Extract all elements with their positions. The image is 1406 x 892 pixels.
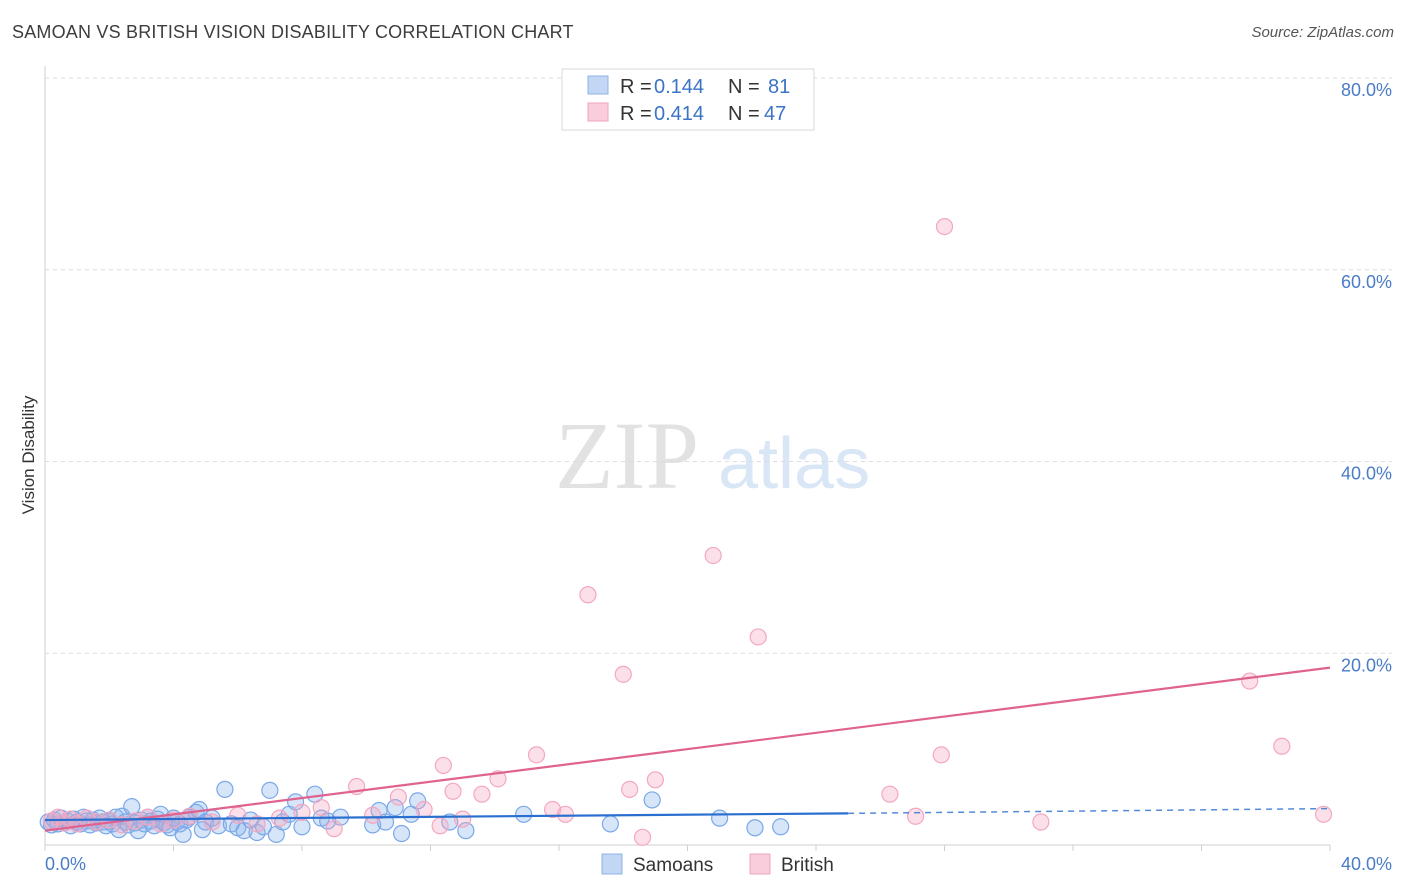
- legend-n-value-samoans: 81: [768, 76, 790, 98]
- axes: [44, 66, 1331, 851]
- point-british-36: [621, 780, 639, 798]
- legend-swatch-samoans: [587, 75, 609, 95]
- y-axis-label: Vision Disability: [19, 395, 38, 514]
- chart-title: SAMOAN VS BRITISH VISION DISABILITY CORR…: [12, 22, 574, 42]
- point-british-43: [935, 218, 954, 236]
- legend-n-label-samoans: N =: [728, 76, 760, 98]
- point-british-28: [454, 810, 472, 828]
- bottom-legend-swatch-british: [749, 853, 771, 875]
- point-british-31: [527, 746, 546, 764]
- point-british-19: [312, 799, 330, 817]
- legend-r-value-british: 0.414: [654, 103, 704, 125]
- y-tick-label-2: 60.0%: [1341, 272, 1392, 292]
- y-tick-label-1: 40.0%: [1341, 464, 1392, 484]
- point-british-1: [49, 808, 67, 826]
- point-samoans-71: [386, 799, 404, 817]
- point-british-48: [1314, 805, 1333, 823]
- point-british-46: [1241, 672, 1259, 690]
- point-samoans-28: [129, 822, 147, 840]
- point-british-34: [579, 586, 597, 604]
- point-british-47: [1273, 737, 1291, 755]
- point-british-23: [389, 788, 407, 806]
- point-samoans-80: [711, 809, 729, 827]
- watermark-atlas: atlas: [718, 424, 870, 504]
- x-tick-label-1: 40.0%: [1341, 854, 1392, 874]
- legend-r-label-samoans: R =: [620, 76, 652, 98]
- x-tick-label-0: 0.0%: [45, 854, 86, 874]
- point-british-40: [749, 628, 767, 646]
- point-british-27: [444, 782, 462, 800]
- point-british-38: [646, 771, 664, 789]
- trend-line-samoans: [44, 812, 849, 822]
- series-british: [42, 218, 1333, 846]
- legend-n-value-british: 47: [764, 103, 786, 125]
- point-british-15: [229, 806, 247, 824]
- point-samoans-42: [174, 825, 192, 844]
- y-tick-labels: 20.0% 40.0% 60.0% 80.0%: [1341, 80, 1392, 675]
- point-samoans-79: [643, 791, 661, 809]
- point-british-20: [325, 820, 343, 838]
- y-tick-label-0: 20.0%: [1341, 655, 1392, 675]
- point-british-22: [364, 806, 382, 824]
- point-british-30: [489, 770, 507, 788]
- point-samoans-75: [441, 813, 459, 831]
- point-samoans-58: [261, 781, 279, 799]
- point-british-35: [614, 665, 632, 683]
- grid-lines: [45, 77, 1392, 654]
- bottom-legend-swatch-samoans: [601, 853, 623, 875]
- bottom-legend-label-samoans: Samoans: [633, 855, 713, 876]
- point-british-45: [1032, 813, 1050, 831]
- trend-line-british: [44, 666, 1331, 832]
- bottom-legend: Samoans British: [601, 853, 834, 876]
- point-british-18: [293, 803, 311, 822]
- point-samoans-77: [515, 805, 533, 823]
- point-british-32: [543, 800, 562, 819]
- point-british-37: [633, 828, 652, 846]
- legend: R = 0.144 N = 81 R = 0.414 N = 47: [561, 68, 815, 131]
- legend-n-label-british: N =: [728, 103, 760, 125]
- point-british-24: [415, 800, 433, 819]
- point-samoans-82: [772, 818, 790, 836]
- point-british-26: [434, 756, 452, 775]
- point-british-29: [473, 785, 491, 803]
- point-samoans-78: [601, 815, 620, 833]
- y-tick-label-3: 80.0%: [1341, 80, 1392, 100]
- bottom-legend-label-british: British: [781, 855, 834, 876]
- point-british-33: [556, 805, 575, 823]
- watermark-zip: ZIP: [555, 402, 699, 509]
- point-samoans-51: [216, 780, 234, 798]
- point-samoans-72: [392, 824, 411, 843]
- point-british-44: [932, 746, 950, 764]
- point-british-41: [881, 785, 899, 803]
- point-british-16: [248, 815, 266, 833]
- legend-r-value-samoans: 0.144: [654, 76, 704, 98]
- legend-swatch-british: [587, 102, 609, 122]
- x-tick-labels: 0.0% 40.0%: [45, 854, 1392, 874]
- legend-r-label-british: R =: [620, 103, 652, 125]
- point-samoans-74: [409, 792, 427, 810]
- point-samoans-26: [123, 798, 141, 816]
- trend-lines: [44, 666, 1331, 832]
- trend-line-samoans-extension: [848, 807, 1331, 815]
- point-samoans-63: [293, 818, 311, 836]
- point-british-14: [203, 813, 221, 831]
- point-british-42: [906, 807, 925, 825]
- source-note: Source: ZipAtlas.com: [1251, 24, 1394, 41]
- point-british-39: [704, 546, 722, 565]
- point-samoans-56: [248, 823, 266, 842]
- point-samoans-81: [746, 819, 764, 837]
- point-british-25: [431, 817, 449, 835]
